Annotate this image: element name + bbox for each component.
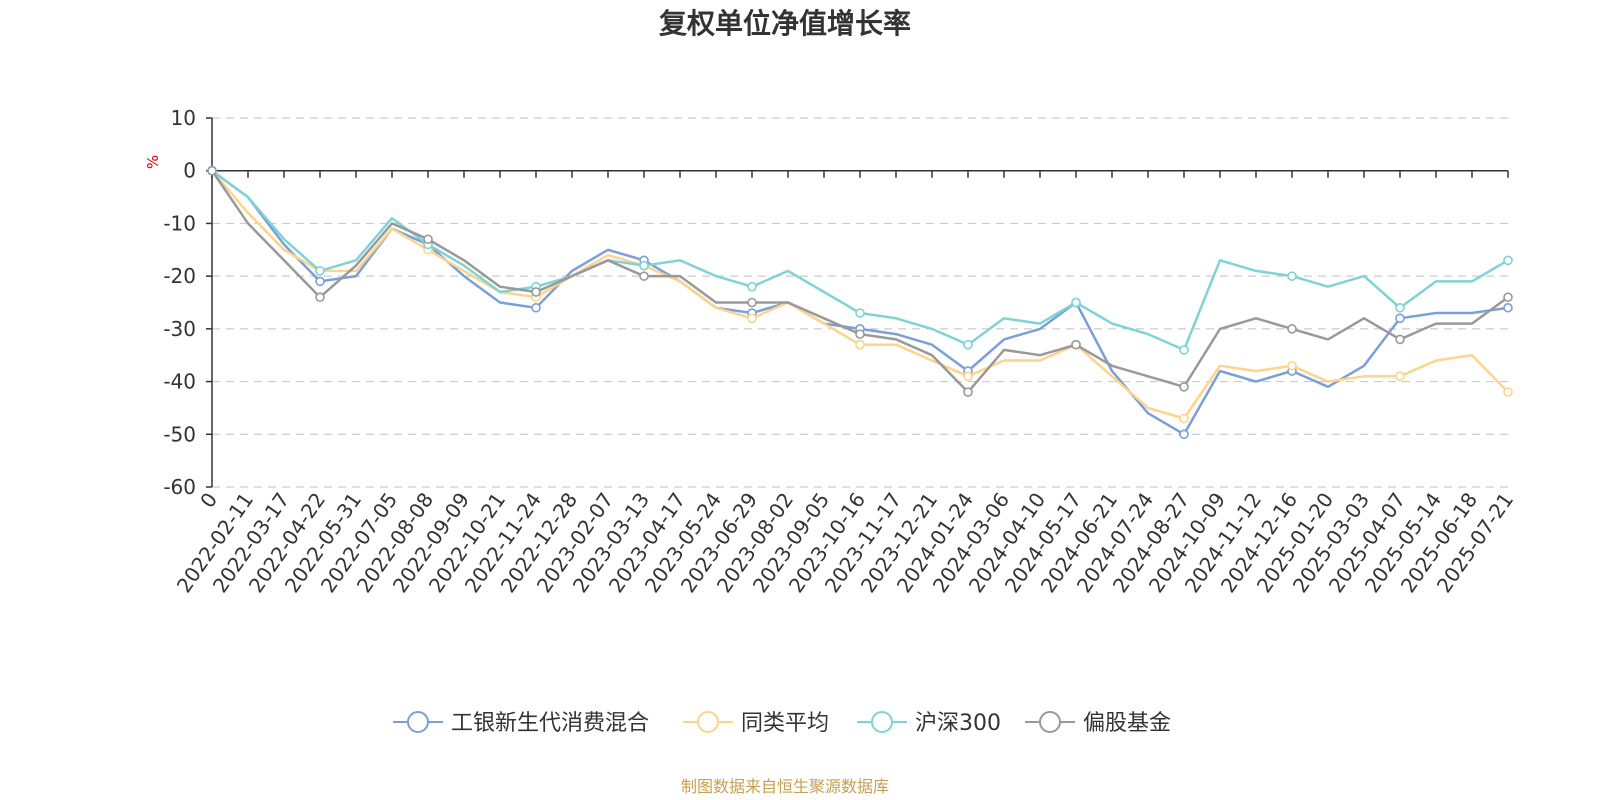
x-tick-label: 0: [195, 488, 222, 512]
data-point: [747, 313, 757, 324]
data-point: [855, 339, 865, 350]
y-tick-label: -50: [163, 422, 196, 446]
data-point: [1395, 371, 1405, 382]
legend-label: 工银新生代消费混合: [451, 711, 649, 736]
series-1: [207, 165, 1513, 440]
legend-label: 沪深300: [915, 711, 1001, 736]
data-point: [1287, 324, 1297, 334]
legend-label: 同类平均: [741, 711, 829, 736]
series-4: [207, 165, 1513, 397]
series-line: [211, 169, 1509, 436]
data-point: [315, 276, 325, 287]
data-point: [747, 297, 757, 308]
legend-item[interactable]: 工银新生代消费混合: [393, 711, 649, 736]
data-point: [1503, 387, 1513, 397]
series-3: [207, 165, 1513, 355]
legend-marker: [871, 711, 893, 733]
legend[interactable]: 工银新生代消费混合 同类平均 沪深300 偏股基金: [393, 711, 1171, 736]
data-point: [963, 371, 973, 382]
data-point: [1179, 413, 1189, 424]
y-tick-label: -10: [163, 211, 196, 235]
data-point: [855, 329, 865, 339]
data-point: [1503, 292, 1513, 303]
data-point: [1395, 334, 1405, 345]
data-point: [1395, 302, 1405, 313]
legend-marker: [697, 711, 719, 733]
data-point: [315, 266, 325, 276]
data-point: [639, 271, 649, 281]
grid-layer: [212, 117, 1508, 488]
data-point: [1503, 255, 1513, 266]
data-point: [1287, 360, 1297, 371]
legend-item[interactable]: 偏股基金: [1025, 711, 1171, 736]
data-point: [963, 339, 973, 350]
data-point: [1179, 382, 1189, 392]
y-tick-label: -30: [163, 317, 196, 341]
y-tick-label: 10: [171, 106, 196, 130]
y-tick-label: -40: [163, 370, 196, 394]
data-point: [207, 165, 217, 176]
legend-marker: [407, 711, 429, 733]
data-point: [1071, 297, 1081, 308]
axis-layer: 100-10-20-30-40-50-6002022-02-112022-03-…: [163, 106, 1518, 597]
data-point: [1179, 429, 1189, 440]
chart-title: 复权单位净值增长率: [659, 7, 911, 40]
data-point: [747, 281, 757, 292]
data-point: [963, 387, 973, 397]
data-point: [531, 302, 541, 313]
data-point: [855, 308, 865, 318]
legend-item[interactable]: 沪深300: [857, 711, 1001, 736]
series-layer: [207, 165, 1513, 440]
data-point: [423, 234, 433, 245]
legend-marker: [1039, 711, 1061, 733]
data-point: [1071, 339, 1081, 350]
data-point: [1179, 345, 1189, 355]
data-source-note: 制图数据来自恒生聚源数据库: [681, 777, 889, 796]
series-line: [211, 169, 1509, 352]
y-tick-label: 0: [183, 159, 196, 183]
y-axis-unit: %: [144, 155, 162, 169]
data-point: [531, 287, 541, 297]
data-point: [639, 260, 649, 271]
series-2: [207, 165, 1513, 424]
data-point: [1503, 302, 1513, 313]
legend-item[interactable]: 同类平均: [683, 711, 829, 736]
data-point: [315, 292, 325, 303]
y-tick-label: -60: [163, 475, 196, 499]
data-point: [1287, 271, 1297, 281]
legend-label: 偏股基金: [1083, 711, 1171, 736]
data-point: [1395, 313, 1405, 324]
y-tick-label: -20: [163, 264, 196, 288]
